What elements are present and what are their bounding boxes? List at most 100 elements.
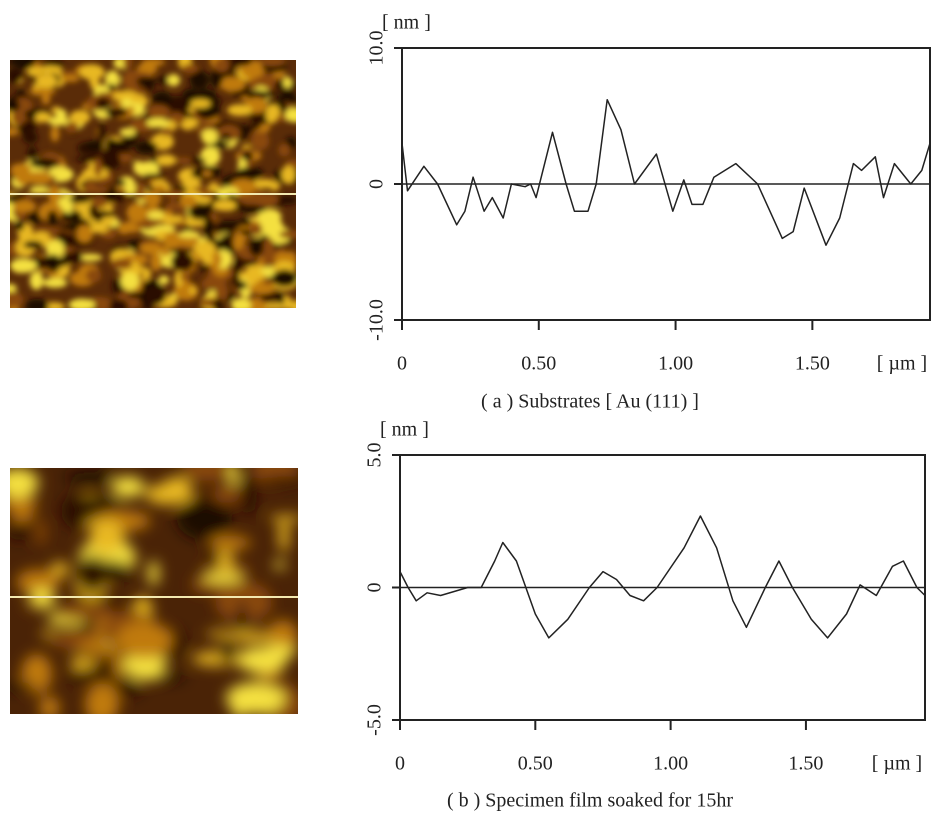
texture-spot bbox=[121, 98, 133, 108]
texture-spot bbox=[24, 603, 41, 610]
texture-spot bbox=[45, 239, 65, 259]
texture-spot bbox=[209, 535, 252, 550]
texture-spot bbox=[10, 283, 17, 293]
texture-spot bbox=[76, 555, 109, 594]
texture-spot bbox=[27, 146, 38, 161]
texture-spot bbox=[10, 682, 39, 691]
texture-spot bbox=[41, 92, 51, 105]
x-tick-label: 1.50 bbox=[795, 353, 830, 375]
y-tick-label: -5.0 bbox=[364, 704, 386, 736]
texture-spot bbox=[76, 225, 93, 243]
texture-spot bbox=[61, 74, 80, 83]
y-tick-label: 0 bbox=[364, 583, 386, 593]
texture-spot bbox=[195, 196, 212, 204]
texture-spot bbox=[163, 476, 192, 495]
texture-spot bbox=[109, 299, 129, 308]
texture-spot bbox=[264, 302, 286, 308]
texture-spot bbox=[25, 298, 49, 308]
texture-spot bbox=[214, 60, 230, 73]
texture-spot bbox=[79, 64, 105, 80]
texture-spot bbox=[22, 131, 39, 144]
texture-spot bbox=[167, 73, 180, 87]
texture-spot bbox=[117, 222, 131, 235]
texture-spot bbox=[263, 237, 275, 256]
texture-spot bbox=[190, 99, 211, 108]
texture-spot bbox=[10, 523, 29, 541]
texture-spot bbox=[268, 515, 298, 522]
texture-spot bbox=[136, 76, 156, 87]
texture-spot bbox=[201, 278, 216, 290]
texture-spot bbox=[29, 271, 44, 290]
texture-spot bbox=[170, 252, 195, 272]
caption: ( a ) Substrates [ Au (111) ] bbox=[481, 391, 699, 413]
texture-spot bbox=[42, 277, 68, 288]
texture-spot bbox=[143, 286, 167, 306]
texture-spot bbox=[248, 224, 263, 236]
texture-spot bbox=[257, 208, 282, 225]
texture-spot bbox=[85, 186, 108, 194]
texture-spot bbox=[201, 129, 218, 145]
texture-spot bbox=[119, 128, 136, 136]
texture-spot bbox=[151, 91, 172, 107]
texture-spot bbox=[89, 519, 125, 552]
texture-spot bbox=[178, 230, 201, 238]
texture-spot bbox=[273, 560, 287, 570]
texture-spot bbox=[15, 218, 25, 232]
texture-spot bbox=[47, 117, 70, 126]
texture-spot bbox=[179, 273, 190, 281]
texture-spot bbox=[252, 192, 279, 207]
texture-spot bbox=[123, 60, 133, 70]
texture-spot bbox=[239, 218, 252, 227]
texture-spot bbox=[93, 157, 103, 177]
y-tick-label: -10.0 bbox=[366, 299, 388, 341]
texture-spot bbox=[70, 656, 93, 670]
texture-spot bbox=[201, 255, 214, 265]
texture-spot bbox=[139, 242, 162, 255]
texture-spot bbox=[146, 118, 170, 128]
texture-spot bbox=[93, 210, 104, 223]
texture-spot bbox=[236, 606, 248, 635]
texture-spot bbox=[189, 70, 209, 90]
texture-spot bbox=[152, 184, 167, 192]
texture-spot bbox=[16, 569, 60, 595]
texture-spot bbox=[150, 252, 162, 272]
afm-image bbox=[10, 60, 296, 308]
texture-spot bbox=[11, 163, 32, 170]
texture-spot bbox=[97, 652, 116, 691]
caption: ( b ) Specimen film soaked for 15hr bbox=[447, 790, 733, 812]
texture-spot bbox=[41, 630, 54, 638]
texture-spot bbox=[10, 508, 35, 522]
texture-spot bbox=[225, 682, 285, 714]
texture-spot bbox=[285, 107, 296, 123]
texture-spot bbox=[241, 151, 254, 161]
texture-spot bbox=[252, 178, 277, 189]
texture-spot bbox=[181, 64, 199, 74]
texture-spot bbox=[272, 70, 286, 79]
afm-image bbox=[10, 468, 298, 714]
texture-spot bbox=[174, 157, 193, 164]
texture-spot bbox=[121, 70, 142, 90]
texture-spot bbox=[165, 203, 174, 212]
texture-spot bbox=[283, 76, 292, 89]
texture-spot bbox=[239, 205, 267, 213]
texture-spot bbox=[182, 468, 234, 482]
texture bbox=[10, 60, 296, 308]
texture-spot bbox=[62, 251, 83, 263]
texture-spot bbox=[160, 215, 184, 224]
texture-spot bbox=[203, 217, 215, 236]
texture-spot bbox=[10, 98, 21, 113]
texture-spot bbox=[95, 97, 111, 110]
texture-spot bbox=[176, 497, 233, 540]
x-tick-label: 0 bbox=[395, 753, 405, 775]
texture-spot bbox=[61, 494, 92, 528]
texture-spot bbox=[126, 202, 148, 223]
texture-spot bbox=[46, 210, 59, 227]
texture-spot bbox=[103, 203, 114, 212]
texture-spot bbox=[25, 171, 52, 185]
texture-spot bbox=[68, 195, 91, 204]
texture-spot bbox=[218, 549, 233, 573]
texture-spot bbox=[64, 471, 116, 484]
texture-spot bbox=[10, 497, 39, 510]
texture-spot bbox=[231, 297, 252, 308]
